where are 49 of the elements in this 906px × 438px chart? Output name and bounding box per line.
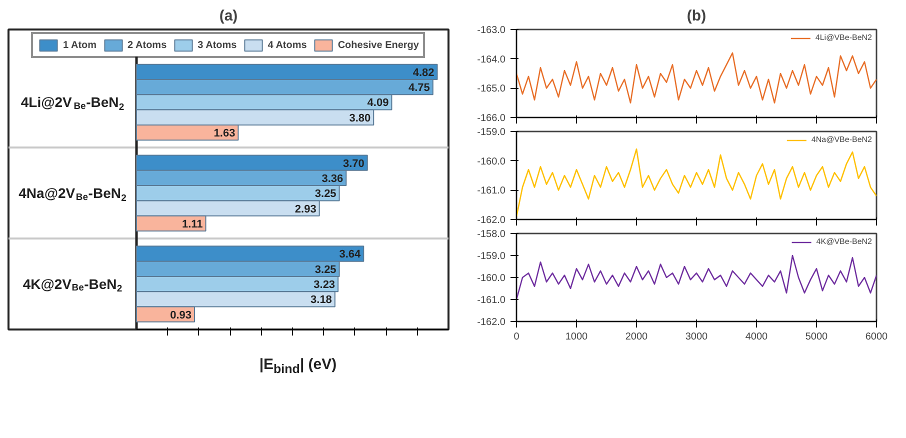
line-series — [516, 148, 876, 218]
y-tick-label: -158.0 — [477, 229, 506, 240]
data-label: 3.25 — [314, 264, 336, 276]
legend-label: Cohesive Energy — [338, 40, 419, 50]
legend-label: 4Na@VBe-BeN2 — [811, 135, 872, 144]
y-tick-label: -164.0 — [477, 54, 506, 66]
data-label: 3.23 — [314, 279, 336, 292]
data-label: 0.93 — [170, 309, 192, 322]
x-tick-label: 0 — [514, 332, 520, 342]
y-tick-label: -165.0 — [477, 84, 506, 95]
data-label: 3.25 — [314, 188, 336, 200]
y-tick-label: -163.0 — [477, 25, 506, 36]
data-label: 2.93 — [294, 203, 316, 216]
legend-label: 2 Atoms — [128, 40, 167, 50]
legend-label: 1 Atom — [63, 40, 97, 50]
line-series — [516, 52, 876, 104]
chart-title: (b) — [686, 8, 706, 24]
data-label: 3.18 — [310, 294, 332, 306]
y-tick-label: -161.0 — [477, 295, 506, 306]
legend-label: 4K@VBe-BeN2 — [816, 237, 872, 246]
chart-title: (a) — [219, 8, 238, 24]
y-tick-label: -162.0 — [477, 317, 506, 328]
data-label: 4.09 — [367, 97, 389, 110]
x-tick-label: 1000 — [565, 332, 588, 342]
x-tick-label: 6000 — [865, 332, 888, 342]
legend-label: 4 Atoms — [268, 40, 307, 50]
data-label: 3.70 — [342, 158, 364, 170]
legend-label: 4Li@VBe-BeN2 — [815, 33, 872, 42]
y-tick-label: -161.0 — [477, 186, 506, 197]
y-tick-label: -162.0 — [477, 215, 506, 226]
y-tick-label: -159.0 — [477, 251, 506, 262]
x-axis-title: |E$_{bind}$| (eV) — [259, 355, 337, 378]
line-series — [516, 254, 876, 300]
data-label: 1.11 — [182, 218, 203, 230]
data-label: 3.80 — [349, 112, 371, 124]
data-label: 1.63 — [214, 128, 236, 140]
data-label: 4.75 — [408, 82, 430, 94]
data-label: 3.64 — [339, 248, 362, 261]
x-tick-label: 5000 — [805, 332, 828, 342]
x-tick-label: 2000 — [625, 332, 648, 342]
x-tick-label: 3000 — [685, 332, 708, 342]
y-tick-label: -166.0 — [477, 113, 506, 124]
legend-label: 3 Atoms — [198, 40, 237, 50]
y-tick-label: -160.0 — [477, 156, 506, 168]
data-label: 4.82 — [412, 66, 434, 79]
y-tick-label: -159.0 — [477, 127, 506, 138]
y-tick-label: -160.0 — [477, 273, 506, 284]
data-label: 3.36 — [322, 172, 344, 185]
x-tick-label: 4000 — [745, 332, 768, 342]
